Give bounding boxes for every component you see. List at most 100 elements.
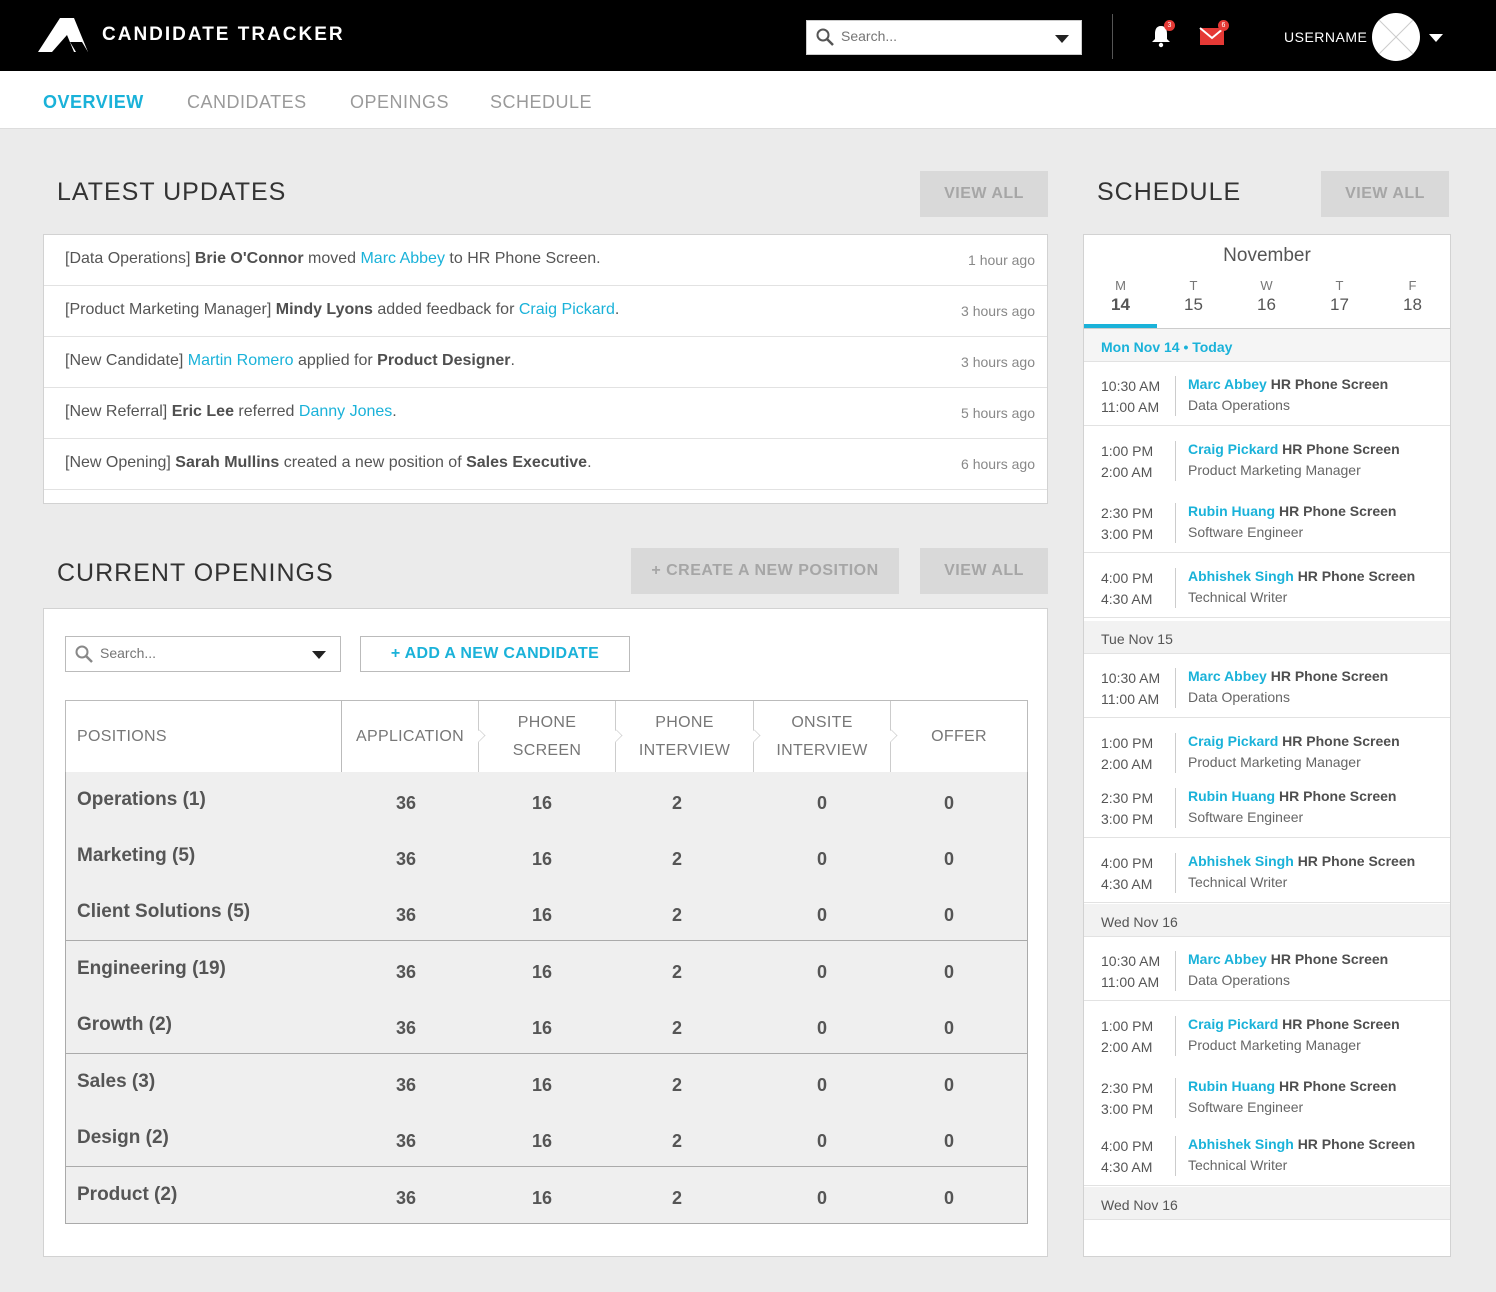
table-row[interactable]: Operations (1) 36 16 2 0 0 <box>65 772 1028 829</box>
user-menu-caret-icon[interactable] <box>1429 34 1443 42</box>
stage-count[interactable]: 36 <box>395 962 417 982</box>
week-day[interactable]: F 18 <box>1376 278 1449 315</box>
position-name[interactable]: Product (2) <box>77 1184 178 1205</box>
stage-count[interactable]: 36 <box>395 1075 417 1095</box>
schedule-event[interactable]: 10:30 AM 11:00 AM Marc Abbey HR Phone Scre… <box>1084 654 1450 718</box>
stage-count[interactable]: 2 <box>671 905 682 925</box>
col-application[interactable]: APPLICATION <box>341 701 486 772</box>
stage-count[interactable]: 2 <box>671 793 682 813</box>
openings-search[interactable] <box>65 636 341 672</box>
stage-count[interactable]: 0 <box>943 1075 954 1095</box>
stage-count[interactable]: 0 <box>816 1188 827 1208</box>
col-phone-interview[interactable]: PHONE INTERVIEW <box>615 701 761 772</box>
stage-count[interactable]: 0 <box>816 962 827 982</box>
stage-count[interactable]: 0 <box>816 1131 827 1151</box>
candidate-link[interactable]: Abhishek Singh <box>1188 568 1294 584</box>
week-day[interactable]: T 17 <box>1303 278 1376 315</box>
logo-mark-icon[interactable] <box>38 18 88 52</box>
stage-count[interactable]: 2 <box>671 962 682 982</box>
candidate-link[interactable]: Marc Abbey <box>1188 951 1267 967</box>
stage-count[interactable]: 36 <box>395 1188 417 1208</box>
mail-icon[interactable] <box>1199 26 1225 46</box>
position-name[interactable]: Sales (3) <box>77 1071 156 1092</box>
app-title[interactable]: CANDIDATE TRACKER <box>102 24 345 45</box>
header-search[interactable] <box>806 20 1082 55</box>
schedule-event[interactable]: 1:00 PM 2:00 AM Craig Pickard HR Phone Scr… <box>1084 719 1450 783</box>
schedule-event[interactable]: 2:30 PM 3:00 PM Rubin Huang HR Phone Scree… <box>1084 774 1450 838</box>
openings-search-input[interactable] <box>100 645 280 661</box>
candidate-link[interactable]: Rubin Huang <box>1188 503 1276 519</box>
position-name[interactable]: Operations (1) <box>77 789 206 810</box>
stage-count[interactable]: 16 <box>531 1075 553 1095</box>
schedule-event[interactable]: 2:30 PM 3:00 PM Rubin Huang HR Phone Scree… <box>1084 489 1450 553</box>
schedule-event[interactable]: 1:00 PM 2:00 AM Craig Pickard HR Phone Scr… <box>1084 1002 1450 1066</box>
candidate-link[interactable]: Marc Abbey <box>1188 376 1267 392</box>
stage-count[interactable]: 36 <box>395 849 417 869</box>
stage-count[interactable]: 2 <box>671 1131 682 1151</box>
openings-view-all-button[interactable]: VIEW ALL <box>920 548 1048 594</box>
schedule-view-all-button[interactable]: VIEW ALL <box>1321 171 1449 217</box>
stage-count[interactable]: 0 <box>943 793 954 813</box>
stage-count[interactable]: 16 <box>531 793 553 813</box>
stage-count[interactable]: 36 <box>395 905 417 925</box>
stage-count[interactable]: 16 <box>531 1018 553 1038</box>
table-row[interactable]: Sales (3) 36 16 2 0 0 <box>65 1054 1028 1111</box>
tab-overview[interactable]: OVERVIEW <box>43 92 144 112</box>
position-name[interactable]: Design (2) <box>77 1127 169 1148</box>
stage-count[interactable]: 36 <box>395 793 417 813</box>
username-label[interactable]: USERNAME <box>1284 29 1368 45</box>
stage-count[interactable]: 36 <box>395 1131 417 1151</box>
header-search-input[interactable] <box>841 28 1041 44</box>
tab-schedule[interactable]: SCHEDULE <box>490 92 593 112</box>
week-day[interactable]: W 16 <box>1230 278 1303 315</box>
position-name[interactable]: Client Solutions (5) <box>77 901 251 922</box>
table-row[interactable]: Marketing (5) 36 16 2 0 0 <box>65 828 1028 885</box>
week-day[interactable]: M 14 <box>1084 278 1157 315</box>
stage-count[interactable]: 0 <box>943 1018 954 1038</box>
col-offer[interactable]: OFFER <box>890 701 1027 772</box>
candidate-link[interactable]: Danny Jones <box>298 403 393 420</box>
stage-count[interactable]: 16 <box>531 1188 553 1208</box>
position-name[interactable]: Growth (2) <box>77 1014 172 1035</box>
table-row[interactable]: Design (2) 36 16 2 0 0 <box>65 1110 1028 1167</box>
candidate-link[interactable]: Craig Pickard <box>1188 441 1279 457</box>
candidate-link[interactable]: Martin Romero <box>187 352 294 369</box>
stage-count[interactable]: 0 <box>943 962 954 982</box>
candidate-link[interactable]: Rubin Huang <box>1188 1078 1276 1094</box>
stage-count[interactable]: 2 <box>671 849 682 869</box>
schedule-event[interactable]: 10:30 AM 11:00 AM Marc Abbey HR Phone Scre… <box>1084 937 1450 1001</box>
stage-count[interactable]: 2 <box>671 1188 682 1208</box>
table-row[interactable]: Product (2) 36 16 2 0 0 <box>65 1167 1028 1224</box>
position-name[interactable]: Marketing (5) <box>77 845 196 866</box>
stage-count[interactable]: 0 <box>816 1075 827 1095</box>
week-day[interactable]: T 15 <box>1157 278 1230 315</box>
stage-count[interactable]: 36 <box>395 1018 417 1038</box>
tab-candidates[interactable]: CANDIDATES <box>187 92 307 112</box>
schedule-event[interactable]: 2:30 PM 3:00 PM Rubin Huang HR Phone Scree… <box>1084 1064 1450 1128</box>
candidate-link[interactable]: Craig Pickard <box>1188 733 1279 749</box>
stage-count[interactable]: 0 <box>943 905 954 925</box>
stage-count[interactable]: 0 <box>816 1018 827 1038</box>
candidate-link[interactable]: Marc Abbey <box>1188 668 1267 684</box>
candidate-link[interactable]: Abhishek Singh <box>1188 853 1294 869</box>
stage-count[interactable]: 0 <box>943 849 954 869</box>
stage-count[interactable]: 0 <box>816 793 827 813</box>
position-name[interactable]: Engineering (19) <box>77 958 226 979</box>
candidate-link[interactable]: Rubin Huang <box>1188 788 1276 804</box>
stage-count[interactable]: 16 <box>531 849 553 869</box>
candidate-link[interactable]: Abhishek Singh <box>1188 1136 1294 1152</box>
col-onsite-interview[interactable]: ONSITE INTERVIEW <box>753 701 898 772</box>
col-positions[interactable]: POSITIONS <box>77 727 167 745</box>
schedule-event[interactable]: 10:30 AM 11:00 AM Marc Abbey HR Phone Scre… <box>1084 362 1450 426</box>
stage-count[interactable]: 16 <box>531 962 553 982</box>
dropdown-caret-icon[interactable] <box>312 651 326 659</box>
stage-count[interactable]: 16 <box>531 1131 553 1151</box>
candidate-link[interactable]: Marc Abbey <box>360 250 445 267</box>
table-row[interactable]: Growth (2) 36 16 2 0 0 <box>65 997 1028 1054</box>
candidate-link[interactable]: Craig Pickard <box>518 301 615 318</box>
stage-count[interactable]: 0 <box>943 1188 954 1208</box>
table-row[interactable]: Engineering (19) 36 16 2 0 0 <box>65 941 1028 998</box>
stage-count[interactable]: 0 <box>816 905 827 925</box>
schedule-event[interactable]: 4:00 PM 4:30 AM Abhishek Singh HR Phone Sc… <box>1084 554 1450 618</box>
schedule-event[interactable]: 4:00 PM 4:30 AM Abhishek Singh HR Phone Sc… <box>1084 1122 1450 1186</box>
